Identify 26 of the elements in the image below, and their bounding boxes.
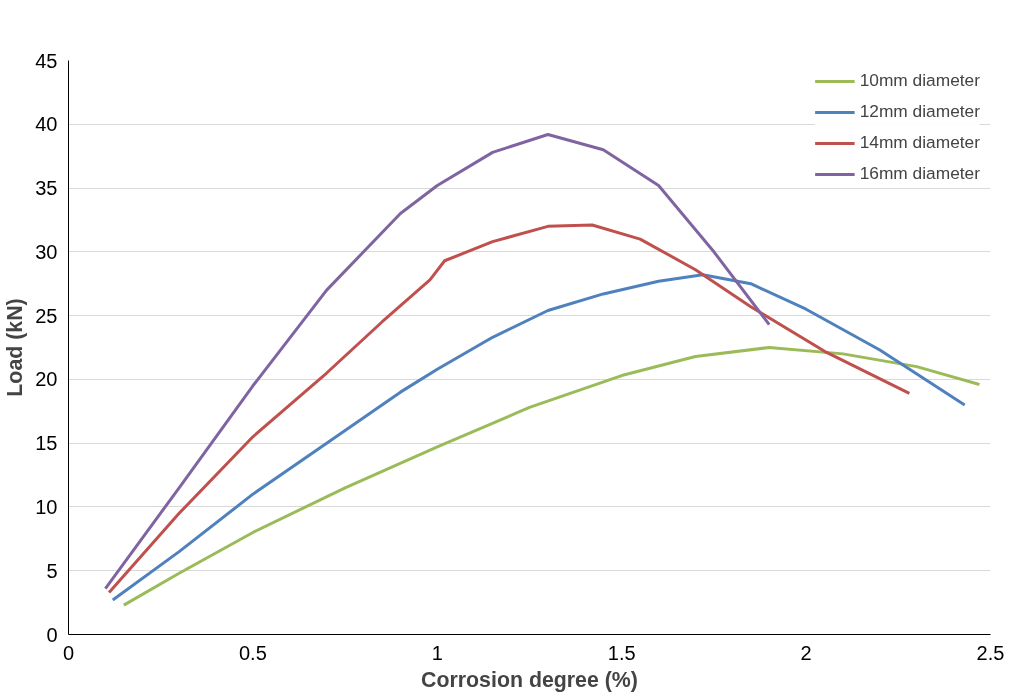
line-series: [107, 223, 911, 594]
y-tick-label: 45: [35, 49, 58, 72]
line-series: [122, 346, 981, 607]
legend-label: 12mm diameter: [859, 101, 980, 122]
y-tick-label: 0: [46, 623, 58, 646]
y-tick-label: 30: [35, 240, 58, 263]
y-tick-label: 25: [35, 304, 58, 327]
y-tick-label: 40: [35, 113, 58, 136]
x-tick-label: 1.5: [607, 641, 636, 664]
x-tick-label: 2.5: [976, 641, 1005, 664]
y-axis-title: Load (kN): [3, 298, 28, 397]
x-tick-label: 1: [431, 641, 443, 664]
y-tick-label: 5: [46, 559, 58, 582]
y-tick-label: 15: [35, 432, 58, 455]
legend-label: 14mm diameter: [859, 132, 980, 153]
legend-label: 16mm diameter: [859, 163, 980, 184]
line-series: [103, 132, 771, 591]
line-series: [111, 273, 967, 602]
x-axis-title: Corrosion degree (%): [421, 667, 638, 692]
x-tick-label: 0.5: [239, 641, 267, 664]
y-tick-label: 20: [35, 368, 58, 391]
x-tick-label: 2: [800, 641, 812, 664]
legend-label: 10mm diameter: [859, 70, 980, 91]
y-tick-label: 35: [35, 177, 58, 200]
x-tick-label: 0: [62, 641, 75, 664]
y-tick-label: 10: [35, 495, 58, 518]
